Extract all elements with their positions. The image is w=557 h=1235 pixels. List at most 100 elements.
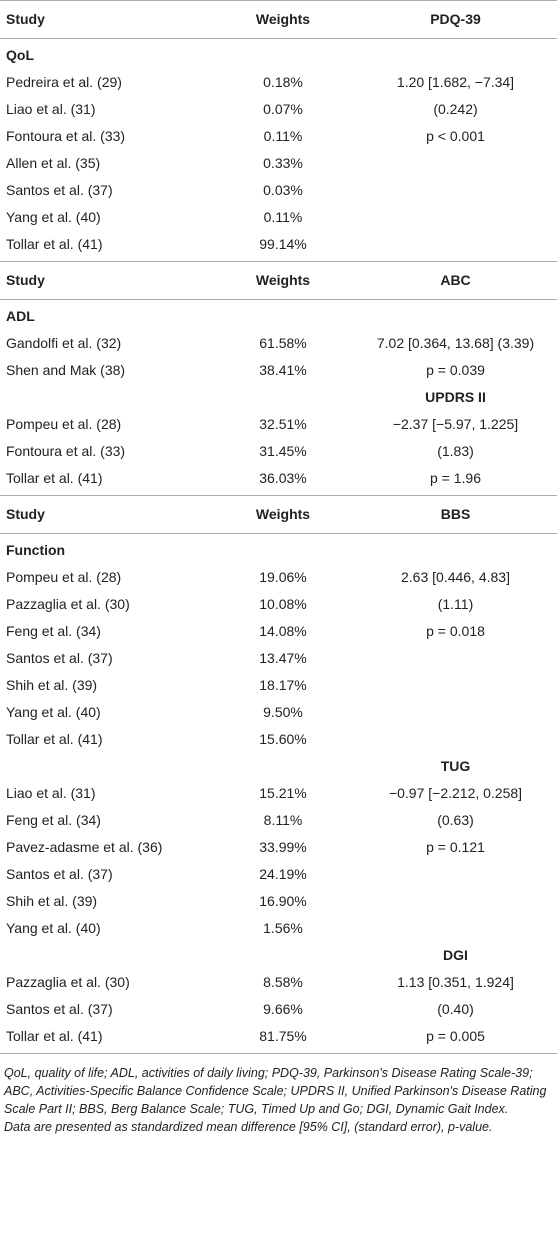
table-cell: Pedreira et al. (29) [6,74,122,90]
table-cell: 31.45% [259,443,307,459]
table-cell [354,150,557,177]
table-cell: p < 0.001 [426,128,485,144]
table-cell: Weights [212,495,354,534]
table-cell [354,39,557,70]
measure-row: DGI [0,942,557,969]
data-row: Santos et al. (37) 13.47% [0,645,557,672]
table-cell: 16.90% [259,893,307,909]
table-cell [354,177,557,204]
table-cell: Fontoura et al. (33) [6,128,126,144]
data-row: Liao et al. (31) 0.07% (0.242) [0,96,557,123]
data-row: Tollar et al. (41) 15.60% [0,726,557,753]
table-cell: Yang et al. (40) [6,920,101,936]
table-cell [212,300,354,331]
table-cell: Function [6,542,66,558]
table-cell: Allen et al. (35) [6,155,101,171]
table-cell: 99.14% [212,231,354,262]
data-row: Gandolfi et al. (32) 61.58% 7.02 [0.364, 1… [0,330,557,357]
data-row: Pompeu et al. (28) 19.06% 2.63 [0.446, 4.8… [0,564,557,591]
table-cell [212,534,354,565]
table-cell: Study [0,261,212,300]
table-cell: (1.83) [437,443,474,459]
table-cell: 0.07% [263,101,303,117]
table-cell: −2.37 [−5.97, 1.225] [392,416,519,432]
data-row: Tollar et al. (41) 99.14% [0,231,557,262]
data-row: Yang et al. (40) 1.56% [0,915,557,942]
table-cell: 0.33% [263,155,303,171]
table-cell: 0.18% [263,74,303,90]
table-cell: Tollar et al. (41) [0,465,212,496]
group-row: ADL [0,300,557,331]
table-cell: UPDRS II [425,389,486,405]
table-cell: TUG [440,758,471,774]
table-cell [212,942,354,969]
data-row: Yang et al. (40) 9.50% [0,699,557,726]
table-cell [354,231,557,262]
table-cell: 81.75% [212,1023,354,1054]
table-cell: Weights [212,261,354,300]
table-cell [354,915,557,942]
table-cell: Tollar et al. (41) [0,231,212,262]
data-row: Shen and Mak (38) 38.41% p = 0.039 [0,357,557,384]
measure-row: TUG [0,753,557,780]
table-cell: 1.13 [0.351, 1.924] [397,974,514,990]
table-cell: BBS [354,495,557,534]
table-cell: Shih et al. (39) [6,893,98,909]
table-cell [0,942,212,969]
table-cell: Liao et al. (31) [6,785,96,801]
table-cell: 10.08% [259,596,307,612]
table-cell: p = 0.121 [426,839,485,855]
table-cell: p = 0.005 [354,1023,557,1054]
data-row: Tollar et al. (41) 81.75% p = 0.005 [0,1023,557,1054]
table-cell: (0.242) [433,101,478,117]
table-cell: DGI [443,947,468,963]
table-cell: (1.11) [437,596,474,612]
table-cell: QoL [6,47,34,63]
table-cell [354,672,557,699]
table-cell: PDQ-39 [354,0,557,39]
data-row: Pedreira et al. (29) 0.18% 1.20 [1.682, −7… [0,69,557,96]
table-cell: 18.17% [259,677,307,693]
group-row: Function [0,534,557,565]
table-cell: 8.58% [263,974,303,990]
data-table: Study Weights PDQ-39 QoL Pedreira et al. (29… [0,0,557,1054]
table-cell: 0.11% [263,128,303,144]
table-cell: Yang et al. (40) [6,704,101,720]
table-cell: (0.63) [437,812,474,828]
table-cell: Santos et al. (37) [6,182,113,198]
header-row: Study Weights BBS [0,495,557,534]
data-row: Liao et al. (31) 15.21% −0.97 [−2.212, 0.2… [0,780,557,807]
table-cell: Pompeu et al. (28) [6,416,122,432]
header-row: Study Weights ABC [0,261,557,300]
table-cell: 33.99% [259,839,307,855]
table-cell [354,861,557,888]
table-cell: Santos et al. (37) [6,866,113,882]
table-cell: 14.08% [259,623,307,639]
table-cell: Pazzaglia et al. (30) [6,974,130,990]
table-cell: −0.97 [−2.212, 0.258] [388,785,523,801]
table-cell: 1.56% [263,920,303,936]
table-cell: Shih et al. (39) [6,677,98,693]
data-row: Feng et al. (34) 14.08% p = 0.018 [0,618,557,645]
table-cell [354,300,557,331]
table-body: Study Weights PDQ-39 QoL Pedreira et al. (29… [0,0,557,1054]
table-cell: p = 0.039 [426,362,485,378]
table-cell: 8.11% [263,812,303,828]
table-cell: 24.19% [259,866,307,882]
footnote: QoL, quality of life; ADL, activities of… [0,1054,557,1136]
table-cell: ADL [6,308,35,324]
table-cell [0,384,212,411]
table-cell: ABC [354,261,557,300]
table-cell: Pompeu et al. (28) [6,569,122,585]
table-cell: p = 0.018 [426,623,485,639]
table-cell: Shen and Mak (38) [6,362,126,378]
table-cell: 32.51% [259,416,307,432]
table-cell: 38.41% [259,362,307,378]
data-row: Fontoura et al. (33) 31.45% (1.83) [0,438,557,465]
data-row: Santos et al. (37) 24.19% [0,861,557,888]
table-cell: 19.06% [259,569,307,585]
footnote-text: QoL, quality of life; ADL, activities of… [4,1066,547,1116]
table-cell: Fontoura et al. (33) [6,443,126,459]
table-cell: Liao et al. (31) [6,101,96,117]
